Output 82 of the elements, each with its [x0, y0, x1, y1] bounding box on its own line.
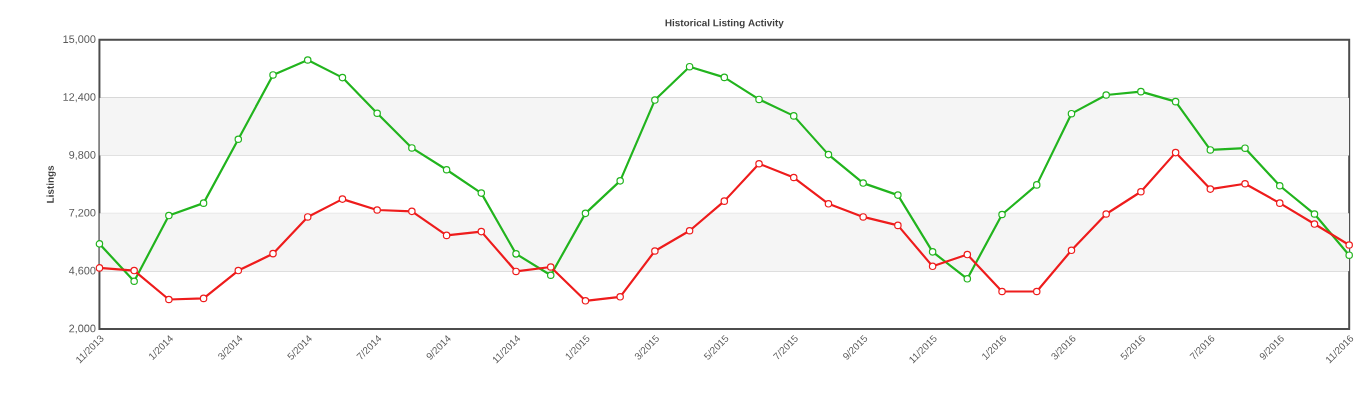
- point: [199, 199, 208, 208]
- y-tick-label: 12,400: [63, 93, 96, 103]
- point: [1067, 110, 1076, 118]
- point: [963, 250, 972, 259]
- point: [789, 112, 798, 120]
- point: [338, 195, 347, 204]
- point: [963, 275, 972, 283]
- point: [165, 295, 173, 304]
- point: [685, 227, 694, 235]
- point: [477, 189, 486, 198]
- point: [512, 267, 520, 276]
- point: [442, 166, 451, 174]
- point: [928, 262, 937, 271]
- point: [1241, 144, 1249, 153]
- point: [95, 240, 104, 248]
- point: [859, 179, 867, 188]
- point: [338, 73, 347, 82]
- point: [581, 297, 590, 305]
- point: [269, 250, 277, 258]
- point: [1171, 98, 1180, 106]
- point: [616, 177, 624, 185]
- point: [546, 271, 555, 280]
- point: [442, 231, 451, 240]
- point: [269, 71, 277, 79]
- point: [1171, 148, 1180, 157]
- point: [1032, 287, 1041, 296]
- point: [477, 227, 486, 236]
- point: [755, 95, 763, 104]
- point: [95, 264, 104, 272]
- point: [1241, 180, 1249, 188]
- point: [928, 248, 937, 256]
- point: [1275, 199, 1284, 208]
- point: [165, 211, 173, 220]
- point: [199, 294, 208, 303]
- y-tick-label: 4,600: [68, 266, 96, 276]
- point: [546, 263, 555, 271]
- point: [373, 109, 381, 118]
- point: [824, 150, 833, 159]
- point: [130, 266, 138, 275]
- point: [755, 160, 763, 168]
- point: [1345, 241, 1353, 249]
- point: [1137, 87, 1145, 96]
- point: [720, 73, 729, 82]
- point: [234, 266, 243, 275]
- point: [373, 206, 381, 214]
- point: [1345, 251, 1353, 260]
- point: [1102, 210, 1110, 218]
- point: [234, 135, 243, 144]
- point: [894, 221, 902, 230]
- point: [1032, 181, 1041, 189]
- y-tick-label: 15,000: [63, 35, 96, 45]
- point: [651, 247, 659, 255]
- point: [998, 210, 1006, 219]
- y-tick-label: 2,000: [69, 324, 96, 334]
- point: [720, 197, 729, 206]
- y-axis-title: Listings: [46, 165, 56, 203]
- point: [1275, 182, 1284, 190]
- y-tick-label: 7,200: [69, 209, 96, 219]
- point: [512, 250, 520, 258]
- point: [408, 144, 416, 152]
- point: [1310, 210, 1319, 218]
- point: [1310, 220, 1319, 228]
- point: [894, 191, 902, 200]
- point: [1137, 188, 1145, 196]
- point: [824, 200, 833, 208]
- point: [685, 63, 694, 71]
- point: [303, 56, 312, 64]
- point: [1206, 146, 1215, 154]
- point: [303, 213, 312, 221]
- chart-title: Historical Listing Activity: [665, 19, 784, 29]
- point: [651, 96, 659, 104]
- point: [1067, 246, 1076, 255]
- point: [789, 173, 798, 182]
- point: [581, 209, 590, 218]
- y-tick-label: 9,800: [69, 151, 96, 161]
- point: [1102, 91, 1110, 99]
- point: [998, 287, 1006, 296]
- point: [130, 277, 138, 286]
- point: [1206, 185, 1215, 194]
- point: [616, 293, 624, 301]
- point: [408, 207, 416, 216]
- point: [859, 213, 867, 221]
